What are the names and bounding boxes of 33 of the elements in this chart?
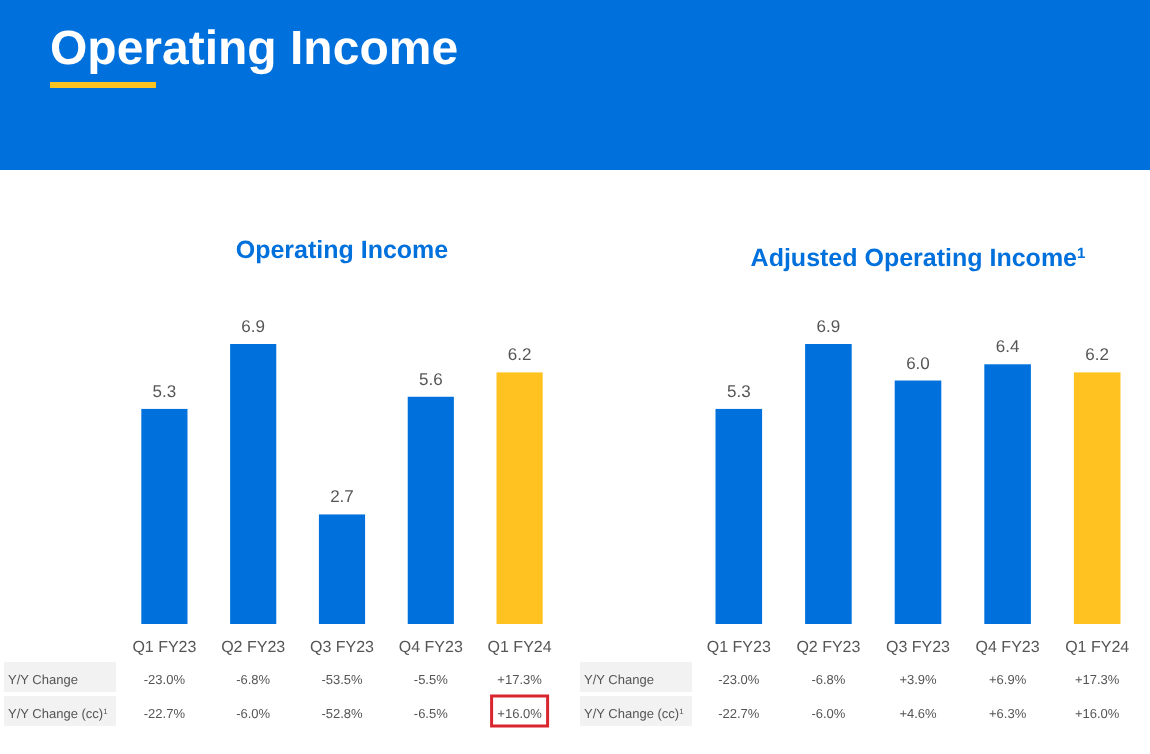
x-tick-label: Q2 FY23 xyxy=(221,638,287,656)
x-tick-label: Q3 FY23 xyxy=(885,638,952,656)
x-tick-label: Q4 FY23 xyxy=(975,638,1041,656)
bar xyxy=(230,344,277,624)
data-label: 5.3 xyxy=(726,380,752,401)
data-label: 2.7 xyxy=(330,486,355,507)
bar xyxy=(496,372,543,624)
data-label: 6.0 xyxy=(906,352,931,373)
bar xyxy=(141,408,188,624)
x-tick-label: Q1 FY23 xyxy=(132,638,198,656)
data-label: 5.3 xyxy=(152,380,177,401)
bar xyxy=(805,344,852,624)
x-tick-label: Q1 FY24 xyxy=(1065,638,1131,656)
bar xyxy=(984,364,1031,624)
x-tick-label: Q2 FY23 xyxy=(796,638,862,656)
data-label: 6.2 xyxy=(1085,344,1110,365)
data-label: 6.9 xyxy=(241,316,266,336)
bar xyxy=(318,514,366,624)
data-label: 6.4 xyxy=(995,336,1020,357)
x-tick-label: Q1 FY23 xyxy=(706,638,772,656)
bar xyxy=(894,380,942,624)
data-label: 6.2 xyxy=(507,344,532,365)
x-tick-label: Q4 FY23 xyxy=(398,638,464,656)
bar xyxy=(1073,372,1121,624)
bar xyxy=(407,396,454,624)
chart-title: Adjusted Operating Income$^{1}$ xyxy=(750,243,1086,272)
chart-title: Operating Income xyxy=(235,236,449,264)
x-tick-label: Q1 FY24 xyxy=(487,638,553,656)
bar xyxy=(715,408,763,624)
x-tick-label: Q3 FY23 xyxy=(309,638,376,656)
data-label: 5.6 xyxy=(418,368,444,389)
data-label: 6.9 xyxy=(816,316,841,336)
text: Operating Income xyxy=(50,22,459,76)
